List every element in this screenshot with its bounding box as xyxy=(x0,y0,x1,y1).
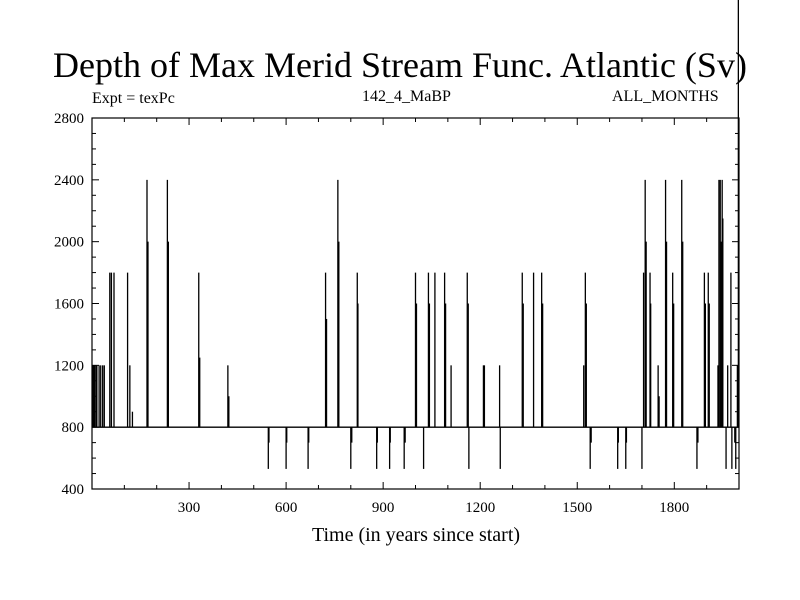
y-tick-label: 2000 xyxy=(54,235,84,251)
y-tick-label: 400 xyxy=(62,482,85,498)
y-tick-label: 1600 xyxy=(54,297,84,313)
months-label: ALL_MONTHS xyxy=(612,88,719,105)
axes-layer: 400 800 1200 1600 2000 2400 2800 300 600 900 1200 1… xyxy=(54,111,740,516)
x-tick-label: 300 xyxy=(178,500,201,516)
chart-title: Depth of Max Merid Stream Func. Atlantic… xyxy=(53,45,747,85)
x-axis-label: Time (in years since start) xyxy=(312,524,520,546)
y-tick-label: 2800 xyxy=(54,111,84,127)
run-label: 142_4_MaBP xyxy=(362,88,451,105)
data-layer xyxy=(91,0,740,469)
y-tick-label: 2400 xyxy=(54,173,84,189)
x-tick-label: 1200 xyxy=(465,500,495,516)
x-tick-label: 900 xyxy=(372,500,395,516)
x-tick-label: 1500 xyxy=(562,500,592,516)
y-tick-label: 800 xyxy=(62,420,85,436)
experiment-label: Expt = texPc xyxy=(92,90,175,107)
x-tick-label: 1800 xyxy=(659,500,689,516)
x-tick-label: 600 xyxy=(275,500,298,516)
y-tick-label: 1200 xyxy=(54,358,84,374)
